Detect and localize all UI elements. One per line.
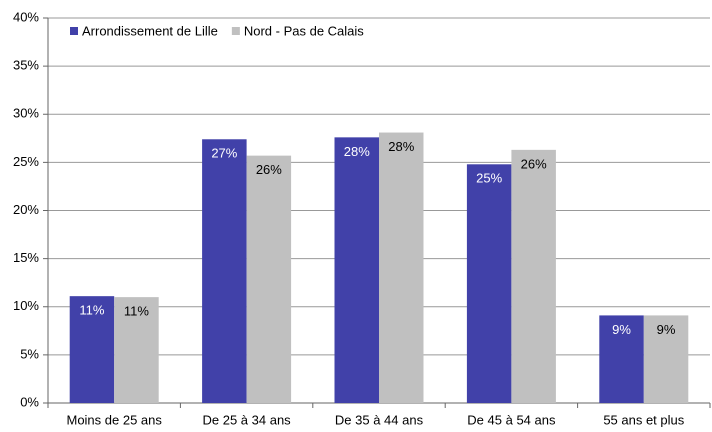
x-tick-label: 55 ans et plus <box>603 412 684 427</box>
value-label: 27% <box>211 146 237 161</box>
y-tick-label: 30% <box>13 106 39 121</box>
bar <box>246 155 292 403</box>
legend-swatch <box>70 27 78 35</box>
value-label: 28% <box>344 144 370 159</box>
legend-swatch <box>231 27 240 35</box>
value-label: 26% <box>256 162 282 177</box>
y-tick-label: 25% <box>13 154 39 169</box>
value-label: 26% <box>521 156 547 171</box>
y-tick-label: 10% <box>13 298 39 313</box>
x-tick-label: Moins de 25 ans <box>66 412 162 427</box>
value-label: 25% <box>476 171 502 186</box>
y-tick-label: 0% <box>20 394 39 409</box>
y-tick-label: 20% <box>13 202 39 217</box>
bar <box>114 297 159 403</box>
bar <box>202 139 247 403</box>
bar <box>379 132 424 403</box>
value-label: 11% <box>124 304 149 319</box>
legend-label: Nord - Pas de Calais <box>244 23 364 38</box>
y-tick-label: 40% <box>13 9 39 24</box>
x-tick-label: De 35 à 44 ans <box>335 412 424 427</box>
bar <box>599 315 644 403</box>
bar <box>334 137 379 403</box>
value-label: 9% <box>657 322 676 337</box>
value-label: 28% <box>388 139 414 154</box>
bar <box>466 164 512 403</box>
y-tick-label: 35% <box>13 58 39 73</box>
y-tick-label: 5% <box>20 346 39 361</box>
value-label: 9% <box>612 322 631 337</box>
value-label: 11% <box>79 303 104 318</box>
bar <box>69 296 115 403</box>
bar <box>643 315 689 403</box>
y-tick-label: 15% <box>13 250 39 265</box>
legend-label: Arrondissement de Lille <box>82 23 218 38</box>
bar <box>511 149 556 403</box>
x-tick-label: De 25 à 34 ans <box>203 412 292 427</box>
x-tick-label: De 45 à 54 ans <box>467 412 556 427</box>
